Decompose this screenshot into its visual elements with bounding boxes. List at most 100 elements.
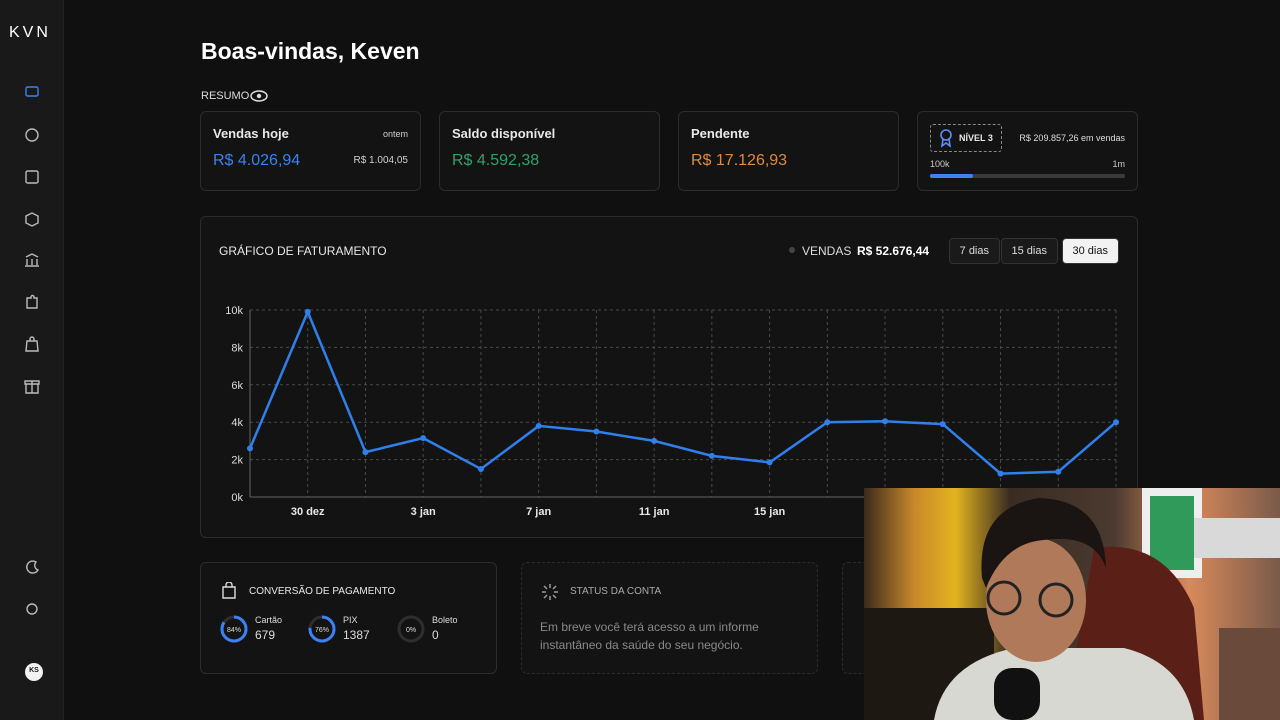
point xyxy=(593,428,600,435)
icon-bank[interactable] xyxy=(25,253,39,267)
method-count: 1387 xyxy=(343,628,370,642)
range-button[interactable]: 15 dias xyxy=(1000,238,1058,264)
range-button[interactable]: 30 dias xyxy=(1061,238,1119,264)
point xyxy=(997,470,1004,477)
logo: KVN xyxy=(9,24,51,41)
card-value: R$ 4.592,38 xyxy=(452,152,540,169)
level-max: 1m xyxy=(1112,159,1125,169)
y-tick-label: 8k xyxy=(231,342,243,354)
y-tick-label: 2k xyxy=(231,455,243,467)
point xyxy=(477,465,484,472)
level-label: NÍVEL 3 xyxy=(959,133,993,143)
status-card: STATUS DA CONTA Em breve você terá acess… xyxy=(521,562,818,674)
card-value: R$ 17.126,93 xyxy=(691,152,788,169)
card-label: Pendente xyxy=(691,126,750,141)
medal-icon xyxy=(940,129,952,148)
card-value: R$ 4.026,94 xyxy=(213,152,301,169)
chart: 0k 2k 4k 6k 8k 10k 30 dez 3 jan 7 jan 11 jan 15 ja… xyxy=(225,305,1119,518)
icon-gift[interactable] xyxy=(24,380,40,394)
ring-label: 76% xyxy=(315,627,329,634)
ring: 0% xyxy=(397,615,425,643)
chart-title: GRÁFICO DE FATURAMENTO xyxy=(219,244,387,258)
icon-puzzle[interactable] xyxy=(26,294,38,309)
point xyxy=(1113,419,1119,426)
webcam-scene xyxy=(864,488,1280,720)
conversion-title: CONVERSÃO DE PAGAMENTO xyxy=(249,586,396,597)
point xyxy=(939,421,946,428)
method-name: PIX xyxy=(343,615,358,625)
y-tick-label: 0k xyxy=(231,492,243,504)
card-sales: Vendas hoje ontem R$ 4.026,94 R$ 1.004,0… xyxy=(200,111,421,191)
avatar[interactable] xyxy=(25,663,43,681)
bag-icon xyxy=(222,582,236,599)
card-balance: Saldo disponível R$ 4.592,38 xyxy=(439,111,660,191)
icon-money[interactable] xyxy=(25,128,39,142)
eye-icon[interactable] xyxy=(250,88,270,104)
point xyxy=(247,445,253,452)
method-count: 0 xyxy=(432,628,439,642)
line xyxy=(248,308,1117,475)
webcam-overlay xyxy=(864,488,1280,720)
card-side-value: R$ 1.004,05 xyxy=(353,155,409,166)
ring-value xyxy=(308,615,336,643)
sidebar-icons[interactable] xyxy=(0,0,63,720)
page-title: Boas-vindas, Keven xyxy=(201,38,420,64)
avatar-text: KS xyxy=(29,667,39,674)
card-side-label: ontem xyxy=(382,129,408,139)
point xyxy=(824,419,831,426)
method-name: Cartão xyxy=(255,615,283,625)
level-min: 100k xyxy=(930,159,950,169)
progress-bar xyxy=(930,174,973,178)
sidebar: KVN KS xyxy=(0,0,64,720)
point xyxy=(651,437,658,444)
point xyxy=(882,418,889,425)
legend-total: R$ 52.676,44 xyxy=(857,244,930,258)
y-tick-label: 4k xyxy=(231,417,243,429)
loading-icon xyxy=(542,584,558,600)
card-pending: Pendente R$ 17.126,93 xyxy=(678,111,899,191)
chart-card: GRÁFICO DE FATURAMENTO VENDAS R$ 52.676,… xyxy=(200,216,1138,538)
point xyxy=(708,452,715,459)
method-count: 679 xyxy=(255,628,276,642)
status-text: Em breve você terá acesso a um informe i… xyxy=(540,620,759,652)
x-tick-label: 15 jan xyxy=(754,506,785,518)
level-badge xyxy=(930,124,1002,152)
y-tick-label: 10k xyxy=(225,305,243,317)
ring: 84% xyxy=(220,615,248,643)
ring-label: 0% xyxy=(406,627,416,634)
point xyxy=(535,422,542,429)
y-tick-label: 6k xyxy=(231,380,243,392)
point xyxy=(766,459,773,466)
point xyxy=(304,308,311,315)
x-tick-label: 30 dez xyxy=(291,506,325,518)
x-tick-label: 7 jan xyxy=(526,506,551,518)
point xyxy=(1055,468,1062,475)
x-tick-label: 11 jan xyxy=(639,506,670,518)
ring: 76% xyxy=(308,615,336,643)
icon-settings[interactable] xyxy=(26,603,38,615)
point xyxy=(362,449,369,456)
legend-label: VENDAS xyxy=(802,244,852,258)
ring-value xyxy=(220,615,248,643)
icon-box[interactable] xyxy=(25,212,39,227)
conversion-card: CONVERSÃO DE PAGAMENTO 84% Cartão 679 76% PI… xyxy=(200,562,497,674)
progress-track xyxy=(930,174,1125,178)
icon-bag[interactable] xyxy=(25,336,39,352)
section-label: RESUMO xyxy=(201,90,250,102)
method-name: Boleto xyxy=(432,615,458,625)
level-sales: R$ 209.857,26 em vendas xyxy=(1019,133,1125,143)
card-level: NÍVEL 3 R$ 209.857,26 em vendas 100k 1m xyxy=(917,111,1138,191)
range-button[interactable]: 7 dias xyxy=(948,238,1000,264)
ring-label: 84% xyxy=(227,627,241,634)
icon-dashboard[interactable] xyxy=(25,86,39,97)
x-tick-label: 3 jan xyxy=(411,506,436,518)
point xyxy=(420,435,427,442)
icon-store[interactable] xyxy=(25,170,39,184)
ring-track xyxy=(397,615,425,643)
status-title: STATUS DA CONTA xyxy=(570,586,662,597)
legend-dot xyxy=(789,247,795,253)
card-label: Vendas hoje xyxy=(213,126,289,141)
icon-theme[interactable] xyxy=(26,560,40,574)
card-label: Saldo disponível xyxy=(452,126,556,141)
